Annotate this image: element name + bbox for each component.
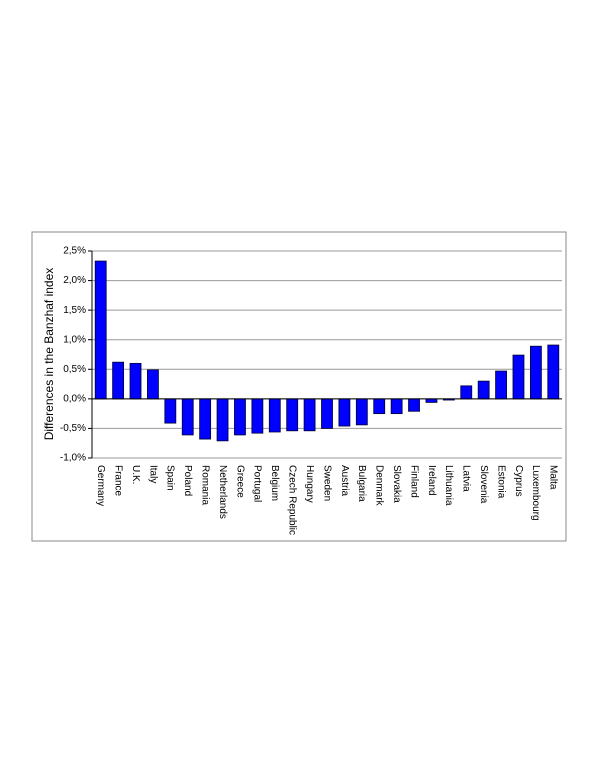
bar: [338, 398, 351, 427]
x-tick-label: Ireland: [426, 465, 437, 496]
bar: [286, 398, 299, 432]
x-tick-label: Malta: [548, 465, 559, 490]
x-tick-label: Greece: [234, 465, 245, 498]
bar: [547, 344, 560, 400]
y-tick-label: -0,5%: [60, 423, 86, 434]
bar: [495, 370, 507, 400]
x-tick-label: Hungary: [304, 465, 315, 503]
x-tick-label: Romania: [200, 465, 211, 505]
bar: [164, 398, 177, 424]
x-tick-label: U.K.: [130, 465, 141, 484]
bar: [181, 398, 194, 436]
x-tick-label: Sweden: [321, 465, 332, 501]
bar: [321, 398, 333, 429]
x-tick-label: Portugal: [252, 465, 263, 502]
bar: [216, 398, 229, 442]
bar: [460, 385, 473, 400]
x-tick-label: Germany: [95, 465, 106, 506]
x-tick-label: Czech Republic: [287, 465, 298, 535]
x-tick-label: Austria: [339, 465, 350, 497]
bar: [425, 398, 438, 403]
x-tick-label: Slovakia: [391, 465, 402, 503]
y-tick-label: 0,0%: [63, 393, 86, 404]
x-tick-label: Latvia: [461, 465, 472, 492]
bar: [147, 369, 159, 400]
y-tick-label: 1,0%: [63, 334, 86, 345]
bar: [512, 354, 525, 400]
x-tick-label: Finland: [408, 465, 419, 498]
x-tick-label: Spain: [165, 465, 176, 491]
x-tick-label: Cyprus: [513, 465, 524, 497]
bar: [199, 398, 212, 440]
y-tick-label: 1,5%: [63, 305, 86, 316]
y-tick-label: -1,0%: [60, 453, 86, 464]
bar: [355, 398, 368, 426]
x-tick-label: Slovenia: [478, 465, 489, 504]
bar: [234, 398, 246, 436]
bar: [390, 398, 403, 415]
y-tick-label: 2,5%: [63, 246, 86, 257]
bar: [94, 260, 107, 400]
bar: [529, 345, 542, 400]
x-tick-label: Poland: [182, 465, 193, 496]
y-tick-label: 0,5%: [63, 364, 86, 375]
x-tick-label: Bulgaria: [356, 465, 367, 502]
bar: [112, 361, 125, 400]
bar: [408, 398, 420, 412]
x-tick-label: Belgium: [269, 465, 280, 501]
bar: [129, 362, 142, 400]
x-tick-label: Netherlands: [217, 465, 228, 519]
bar: [303, 398, 316, 432]
y-axis-title: Differences in the Banzhaf index: [42, 268, 56, 441]
y-tick-label: 2,0%: [63, 275, 86, 286]
x-tick-label: Italy: [147, 465, 158, 483]
bar: [268, 398, 281, 433]
x-tick-label: Denmark: [374, 465, 385, 507]
x-tick-label: France: [112, 465, 123, 497]
bar: [373, 398, 386, 415]
bar: [251, 398, 264, 434]
bar: [477, 380, 490, 400]
x-tick-label: Luxembourg: [530, 465, 541, 521]
x-tick-label: Lithuania: [443, 465, 454, 506]
x-tick-label: Estonia: [495, 465, 506, 499]
